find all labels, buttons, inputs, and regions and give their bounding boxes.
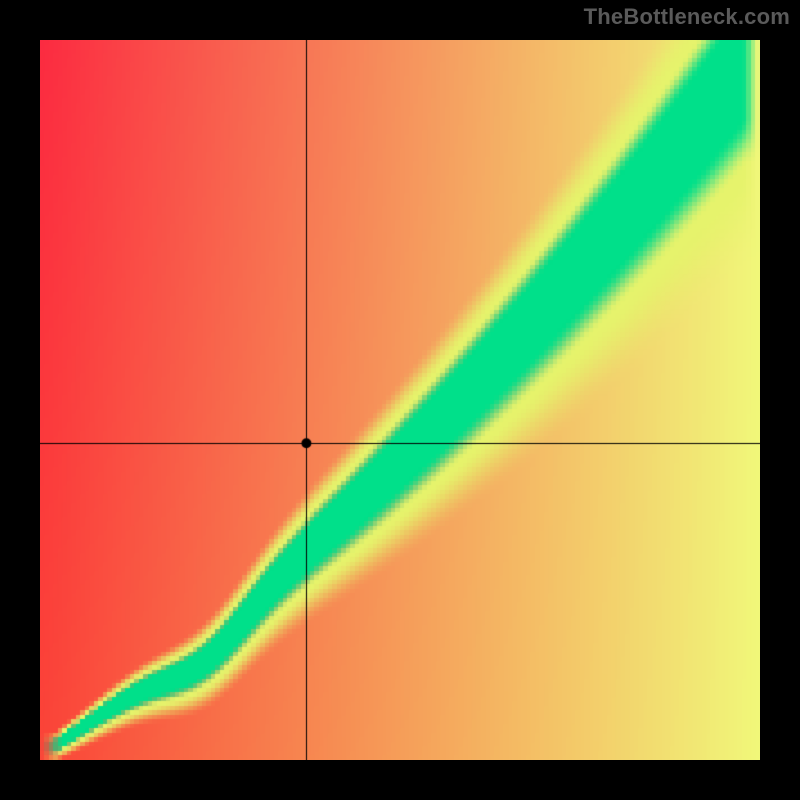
watermark-text: TheBottleneck.com <box>584 4 790 30</box>
chart-container: TheBottleneck.com <box>0 0 800 800</box>
bottleneck-heatmap <box>40 40 760 760</box>
